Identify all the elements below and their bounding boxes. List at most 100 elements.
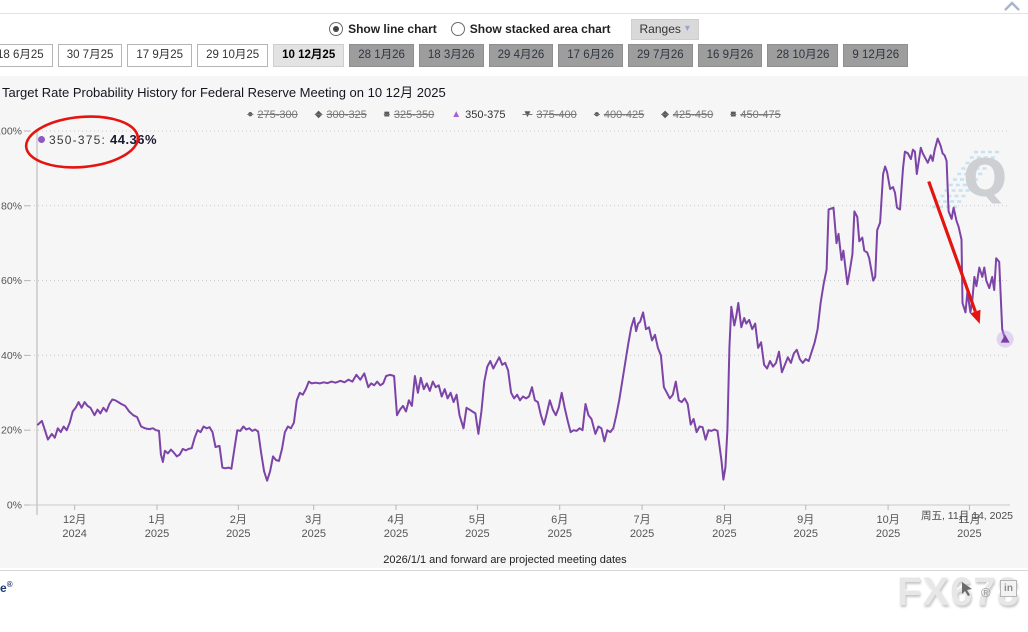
x-axis-month-label: 3月 bbox=[305, 514, 322, 526]
x-axis-year-label: 2025 bbox=[957, 528, 981, 540]
tab-meeting-28-1月26[interactable]: 28 1月26 bbox=[349, 44, 414, 67]
x-axis-year-label: 2025 bbox=[226, 528, 250, 540]
circle-marker-icon: ● bbox=[593, 109, 600, 120]
projection-note: 2026/1/1 and forward are projected meeti… bbox=[383, 554, 627, 566]
x-axis-year-label: 2025 bbox=[876, 528, 900, 540]
legend-label: 450-475 bbox=[740, 109, 781, 121]
legend-item-325-350[interactable]: ■ 325-350 bbox=[384, 109, 434, 121]
x-axis-year-label: 2025 bbox=[384, 528, 408, 540]
tab-meeting-28-10月26[interactable]: 28 10月26 bbox=[767, 44, 839, 67]
x-axis-year-label: 2025 bbox=[301, 528, 325, 540]
radio-area-label[interactable]: Show stacked area chart bbox=[469, 22, 611, 36]
radio-line-label[interactable]: Show line chart bbox=[348, 22, 437, 36]
legend-label: 425-450 bbox=[672, 109, 714, 121]
tab-meeting-9-12月26[interactable]: 9 12月26 bbox=[843, 44, 909, 67]
x-axis-month-label: 12月 bbox=[63, 514, 86, 526]
legend-label: 275-300 bbox=[257, 109, 298, 121]
x-axis-month-label: 11月 bbox=[958, 514, 980, 526]
cursor-arrow-icon bbox=[962, 582, 972, 596]
tab-meeting-18-6月25[interactable]: 18 6月25 bbox=[0, 44, 53, 67]
legend-label: 300-325 bbox=[326, 109, 367, 121]
x-axis-year-label: 2025 bbox=[794, 528, 818, 540]
x-axis-month-label: 6月 bbox=[551, 514, 568, 526]
tab-meeting-16-9月26[interactable]: 16 9月26 bbox=[697, 44, 763, 67]
legend-item-275-300[interactable]: ● 275-300 bbox=[247, 109, 297, 121]
legend-label: 400-425 bbox=[603, 109, 645, 121]
meeting-date-tabs: 18 6月25 30 7月25 17 9月25 29 10月25 10 12月25 28 … bbox=[0, 44, 909, 67]
chevron-down-icon: ▾ bbox=[684, 22, 690, 34]
probability-line-chart[interactable]: Q 0% 20% 40% 60% 80% 100% 12月 2024 1月 2025 2月 2025 3月… bbox=[0, 126, 1028, 546]
square-marker-icon: ■ bbox=[730, 109, 737, 120]
tooltip-series-label: 350-375: bbox=[49, 132, 106, 147]
tab-meeting-29-4月26[interactable]: 29 4月26 bbox=[488, 44, 554, 67]
triangle-up-marker-icon: ▲ bbox=[451, 109, 462, 120]
x-axis-year-label: 2025 bbox=[145, 528, 169, 540]
y-axis-label: 0% bbox=[7, 500, 22, 512]
x-axis-year-label: 2025 bbox=[630, 528, 654, 540]
series-line-350-375[interactable] bbox=[36, 137, 1007, 482]
ranges-dropdown[interactable]: Ranges ▾ bbox=[630, 18, 699, 40]
diamond-marker-icon: ◆ bbox=[314, 109, 323, 120]
x-axis-month-label: 2月 bbox=[230, 514, 247, 526]
radio-show-line-chart[interactable]: Show line chart bbox=[329, 22, 437, 36]
tab-meeting-29-10月25[interactable]: 29 10月25 bbox=[197, 44, 269, 67]
x-axis-year-label: 2024 bbox=[62, 528, 86, 540]
x-axis-month-label: 8月 bbox=[716, 514, 733, 526]
linkedin-icon[interactable]: in bbox=[1000, 580, 1017, 597]
tooltip-value: 44.36% bbox=[109, 132, 158, 147]
ranges-label: Ranges bbox=[639, 21, 681, 36]
tab-meeting-10-12月25[interactable]: 10 12月25 bbox=[273, 44, 345, 67]
x-axis-year-label: 2025 bbox=[712, 528, 736, 540]
x-axis-month-label: 1月 bbox=[148, 514, 165, 526]
x-axis-month-label: 9月 bbox=[797, 514, 814, 526]
tab-meeting-30-7月25[interactable]: 30 7月25 bbox=[57, 44, 123, 67]
legend-item-425-450[interactable]: ◆ 425-450 bbox=[661, 109, 713, 121]
partial-cme-logo: e® bbox=[0, 580, 13, 595]
hover-date-label: 周五, 11月 14, 2025 bbox=[920, 510, 1013, 522]
legend-item-400-425[interactable]: ● 400-425 bbox=[594, 109, 644, 121]
last-point-triangle-marker bbox=[1000, 334, 1010, 343]
chart-panel: Target Rate Probability History for Fede… bbox=[0, 76, 1028, 568]
radio-show-stacked-area-chart[interactable]: Show stacked area chart bbox=[450, 22, 611, 36]
tab-meeting-17-9月25[interactable]: 17 9月25 bbox=[127, 44, 193, 67]
legend-label: 375-400 bbox=[536, 109, 577, 121]
tab-meeting-18-3月26[interactable]: 18 3月26 bbox=[418, 44, 484, 67]
last-value-tooltip: 350-375: 44.36% bbox=[38, 132, 157, 147]
top-divider bbox=[0, 13, 1028, 14]
legend-item-350-375[interactable]: ▲ 350-375 bbox=[451, 109, 505, 121]
circle-marker-icon: ● bbox=[247, 109, 254, 120]
series-dot-icon bbox=[38, 136, 45, 143]
radio-button-icon[interactable] bbox=[329, 22, 344, 36]
red-highlight-ellipse bbox=[24, 115, 140, 169]
x-axis-month-label: 10月 bbox=[876, 514, 899, 526]
chart-title: Target Rate Probability History for Fede… bbox=[2, 85, 446, 100]
chart-type-controls: Show line chart Show stacked area chart … bbox=[0, 17, 1028, 41]
tab-meeting-17-6月26[interactable]: 17 6月26 bbox=[558, 44, 623, 67]
legend-item-300-325[interactable]: ◆ 300-325 bbox=[315, 109, 367, 121]
tab-meeting-29-7月26[interactable]: 29 7月26 bbox=[627, 44, 693, 67]
fx678-watermark: FX678 bbox=[897, 570, 1020, 614]
x-axis-year-label: 2025 bbox=[547, 528, 571, 540]
registered-mark-icon: ® bbox=[981, 585, 991, 600]
legend-item-375-400[interactable]: ▼ 375-400 bbox=[523, 109, 577, 121]
y-axis-label: 80% bbox=[1, 200, 22, 212]
square-marker-icon: ■ bbox=[383, 109, 390, 120]
y-axis-label: 60% bbox=[1, 275, 22, 287]
red-arrow-line bbox=[927, 180, 977, 313]
y-axis-label: 40% bbox=[1, 350, 22, 362]
triangle-down-marker-icon: ▼ bbox=[522, 109, 533, 120]
y-axis-label: 20% bbox=[1, 425, 22, 437]
bottom-divider bbox=[0, 570, 1028, 571]
rate-range-legend: ● 275-300 ◆ 300-325 ■ 325-350 ▲ 350-375 ▼ 375-400… bbox=[0, 109, 1028, 121]
chevron-up-icon[interactable] bbox=[1003, 1, 1021, 12]
legend-label: 325-350 bbox=[393, 109, 435, 121]
q-logo-watermark: Q bbox=[963, 149, 1007, 209]
x-axis-month-label: 7月 bbox=[634, 514, 651, 526]
radio-button-icon[interactable] bbox=[450, 22, 465, 36]
red-arrow-head bbox=[970, 309, 981, 324]
x-axis-month-label: 4月 bbox=[387, 514, 404, 526]
y-axis-label: 100% bbox=[0, 126, 22, 138]
legend-item-450-475[interactable]: ■ 450-475 bbox=[730, 109, 780, 121]
x-axis-month-label: 5月 bbox=[469, 514, 486, 526]
